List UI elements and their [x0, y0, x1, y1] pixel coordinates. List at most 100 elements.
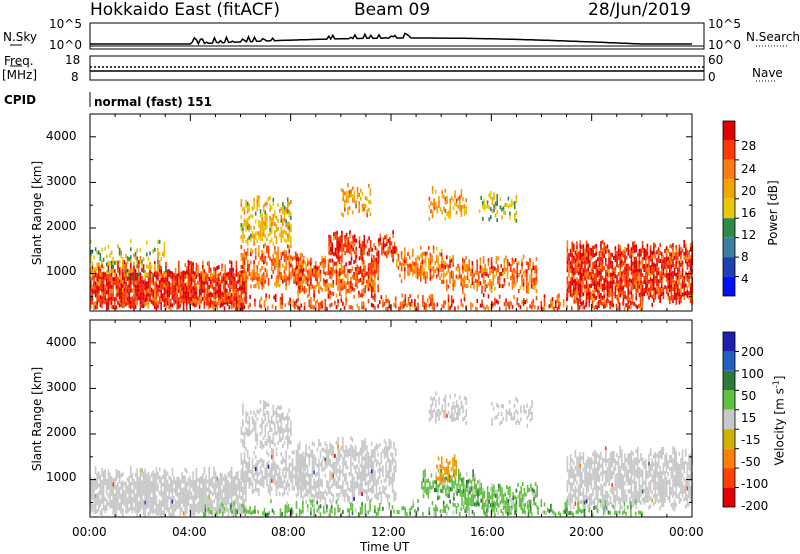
heatmap-cell — [431, 254, 433, 259]
heatmap-cell — [497, 256, 499, 261]
heatmap-cell — [102, 498, 105, 503]
heatmap-cell — [498, 306, 501, 311]
heatmap-cell — [211, 508, 214, 513]
heatmap-cell — [540, 301, 543, 306]
heatmap-cell — [518, 303, 520, 308]
heatmap-cell — [115, 305, 118, 310]
heatmap-cell — [229, 284, 231, 288]
heatmap-cell — [250, 213, 252, 218]
heatmap-cell — [428, 295, 431, 300]
heatmap-cell — [211, 476, 214, 481]
heatmap-cell — [235, 483, 238, 488]
heatmap-cell — [487, 306, 490, 311]
heatmap-cell — [98, 266, 100, 271]
heatmap-cell — [334, 235, 337, 240]
heatmap-cell — [203, 502, 206, 507]
heatmap-cell — [672, 243, 674, 248]
heatmap-cell — [235, 292, 238, 297]
heatmap-cell — [171, 279, 174, 284]
heatmap-cell — [368, 252, 370, 257]
heatmap-cell — [645, 289, 647, 294]
heatmap-cell — [205, 482, 207, 487]
heatmap-cell — [571, 273, 573, 278]
heatmap-cell — [353, 198, 356, 203]
heatmap-cell — [234, 507, 236, 512]
heatmap-cell — [527, 290, 530, 294]
heatmap-cell — [281, 305, 283, 310]
heatmap-cell — [267, 488, 270, 493]
heatmap-cell — [176, 285, 178, 290]
heatmap-cell — [102, 478, 105, 483]
heatmap-cell — [387, 250, 390, 255]
heatmap-cell — [261, 417, 263, 422]
heatmap-cell — [234, 293, 236, 298]
heatmap-cell — [160, 484, 162, 489]
heatmap-cell — [139, 256, 142, 260]
heatmap-cell — [147, 495, 150, 500]
velocity-cbar-tick: -15 — [741, 433, 761, 447]
heatmap-cell — [173, 301, 175, 306]
heatmap-cell — [653, 250, 655, 255]
heatmap-cell — [372, 295, 375, 300]
heatmap-cell — [245, 287, 247, 292]
heatmap-cell — [216, 500, 218, 505]
heatmap-cell — [266, 438, 268, 443]
heatmap-cell — [643, 280, 645, 284]
heatmap-cell — [110, 300, 113, 305]
heatmap-cell — [481, 265, 483, 270]
heatmap-cell — [482, 204, 484, 209]
heatmap-cell — [430, 302, 432, 306]
heatmap-cell — [348, 194, 351, 198]
heatmap-cell — [264, 275, 267, 280]
heatmap-cell — [237, 271, 239, 276]
heatmap-cell — [146, 301, 148, 306]
heatmap-cell — [353, 294, 355, 299]
heatmap-cell — [444, 188, 447, 193]
heatmap-cell — [123, 264, 126, 269]
heatmap-cell — [417, 306, 419, 311]
heatmap-cell — [638, 292, 641, 297]
heatmap-cell — [91, 264, 94, 269]
heatmap-cell — [237, 498, 239, 503]
heatmap-cell — [178, 496, 180, 501]
heatmap-cell — [490, 289, 493, 294]
heatmap-cell — [598, 271, 601, 275]
heatmap-cell — [186, 302, 188, 307]
heatmap-cell — [574, 295, 576, 300]
heatmap-cell — [598, 295, 601, 299]
heatmap-cell — [399, 301, 402, 306]
heatmap-cell — [345, 190, 348, 195]
heatmap-cell — [577, 287, 580, 292]
heatmap-cell — [123, 304, 126, 309]
heatmap-cell — [242, 478, 244, 483]
heatmap-cell — [661, 292, 663, 297]
heatmap-cell — [336, 254, 338, 259]
heatmap-cell — [181, 475, 183, 480]
heatmap-cell — [577, 291, 580, 296]
heatmap-cell — [486, 200, 489, 205]
heatmap-cell — [264, 279, 267, 284]
heatmap-cell — [589, 251, 591, 256]
heatmap-cell — [90, 481, 92, 486]
heatmap-cell — [141, 267, 143, 272]
heatmap-cell — [195, 496, 198, 500]
heatmap-cell — [227, 488, 230, 493]
heatmap-cell — [611, 288, 613, 293]
heatmap-cell — [264, 210, 267, 215]
heatmap-cell — [618, 302, 621, 307]
heatmap-cell — [286, 467, 289, 472]
heatmap-cell — [250, 430, 252, 435]
heatmap-cell — [182, 479, 185, 484]
heatmap-cell — [617, 264, 620, 269]
heatmap-cell — [104, 505, 106, 510]
heatmap-cell — [680, 258, 682, 263]
heatmap-cell — [174, 483, 177, 488]
heatmap-cell — [246, 217, 249, 222]
heatmap-cell — [364, 265, 367, 270]
heatmap-cell — [637, 276, 639, 281]
heatmap-cell — [521, 258, 523, 263]
heatmap-cell — [604, 304, 607, 309]
heatmap-cell — [266, 442, 268, 447]
heatmap-cell — [667, 260, 669, 265]
heatmap-cell — [235, 499, 238, 504]
